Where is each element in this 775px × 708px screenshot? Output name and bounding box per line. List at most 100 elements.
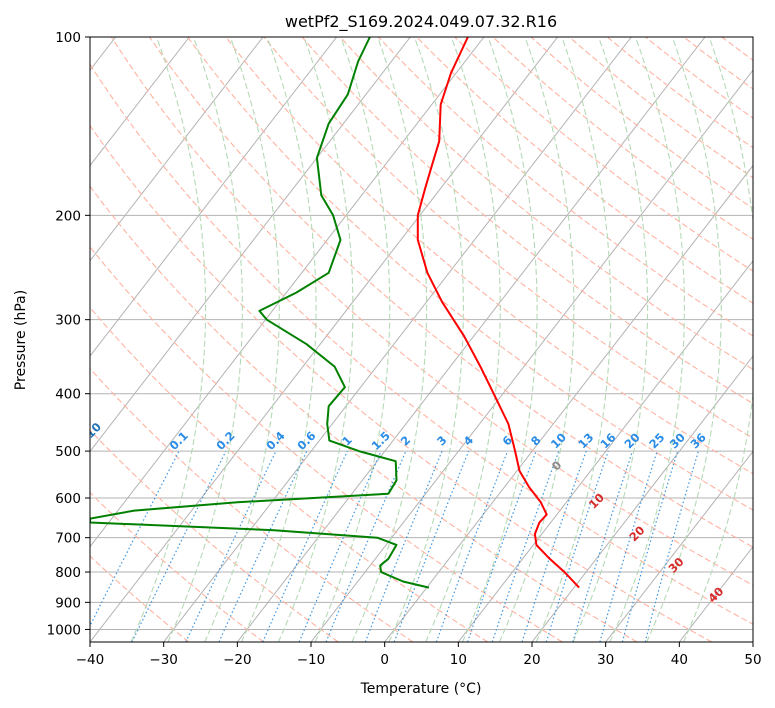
moist-adiabat-line [535, 37, 612, 642]
mixing-ratio-label: 6 [499, 433, 515, 449]
isotherm-line [90, 37, 485, 548]
mixing-ratio-label: 0.1 [167, 429, 191, 453]
dry-adiabat-line [683, 37, 753, 90]
y-tick-label: 500 [55, 444, 81, 460]
moist-adiabat-line [388, 37, 464, 642]
moist-adiabat-line [646, 37, 722, 642]
mixing-ratio-label: 1.5 [369, 429, 393, 453]
isotherm-line [90, 37, 559, 642]
dry-adiabat-line [645, 37, 753, 119]
mixing-ratio-line [572, 450, 634, 642]
y-tick-label: 100 [55, 30, 81, 46]
isotherm-line [605, 450, 753, 642]
moist-adiabat-line [130, 37, 207, 642]
moist-adiabat-line [498, 37, 575, 642]
x-tick-label: −20 [223, 652, 252, 668]
mixing-ratio-line [435, 450, 509, 642]
mixing-ratio-line [521, 450, 587, 642]
mixing-ratio-label: 13 [575, 430, 596, 451]
dry-adiabat-line [378, 37, 753, 337]
y-tick-label: 200 [55, 208, 81, 224]
isotherm-line [90, 37, 411, 453]
mixing-ratio-label: 36 [688, 430, 709, 451]
mixing-ratio-line [298, 450, 382, 642]
mixing-ratio-label: 0.6 [294, 429, 318, 453]
mixing-ratio-line [218, 450, 308, 642]
dry-adiabat-line [90, 63, 753, 625]
dry-adiabat-line [90, 429, 339, 642]
dry-adiabat-line [339, 37, 753, 370]
isotherm-line [90, 37, 264, 262]
mixing-ratio-label: 8 [528, 433, 544, 449]
dry-adiabat-line [90, 185, 638, 642]
mixing-ratio-label: 1 [339, 433, 355, 449]
mixing-ratio-line [491, 450, 560, 642]
dry-adiabat-label: -20 [0, 391, 20, 416]
mixing-ratio-line [644, 450, 700, 642]
y-tick-label: 700 [55, 531, 81, 547]
dry-adiabat-line [90, 306, 488, 642]
dry-adiabat-line [454, 37, 753, 272]
mixing-ratio-label: 10 [548, 430, 569, 451]
isotherm-line [384, 164, 753, 642]
mixing-ratio-line [466, 450, 537, 642]
mixing-ratio-line [621, 450, 679, 642]
moist-adiabat-line [425, 37, 501, 642]
mixing-ratio-label: 0.2 [213, 429, 237, 453]
dry-adiabat-line [721, 37, 753, 61]
x-tick-label: 30 [597, 652, 614, 668]
isotherm-line [531, 355, 753, 642]
mixing-ratio-label: 0.4 [263, 429, 287, 453]
moist-adiabat-line [167, 37, 243, 642]
moist-adiabat-line [351, 37, 428, 642]
x-tick-label: 10 [450, 652, 467, 668]
x-tick-label: −40 [76, 652, 105, 668]
moist-adiabat-line [314, 37, 391, 642]
dry-adiabat-line [90, 367, 414, 642]
moist-adiabat-label: 30 [665, 555, 686, 576]
x-tick-label: 40 [671, 652, 688, 668]
dry-adiabat-line [568, 37, 753, 179]
mixing-ratio-line [131, 450, 227, 642]
y-tick-label: 900 [55, 595, 81, 611]
x-tick-label: 50 [744, 652, 761, 668]
dry-adiabat-line [225, 37, 753, 475]
dewpoint-profile-line [90, 37, 430, 589]
mixing-ratio-label: 20 [622, 430, 643, 451]
moist-adiabat-line [682, 37, 753, 642]
mixing-ratio-line [364, 450, 443, 642]
dry-adiabat-line [492, 37, 753, 241]
isotherm-line [163, 37, 632, 642]
mixing-ratio-line [262, 450, 348, 642]
y-tick-label: 300 [55, 313, 81, 329]
dry-adiabat-line [187, 37, 753, 511]
y-tick-label: 400 [55, 387, 81, 403]
isotherm-line [236, 37, 706, 642]
isotherm-line [752, 641, 753, 642]
moist-adiabat-line [572, 37, 649, 642]
isotherm-line [457, 259, 753, 642]
y-tick-label: 1000 [47, 622, 81, 638]
temperature-profile-line [416, 37, 580, 589]
y-tick-label: 600 [55, 491, 81, 507]
x-tick-label: 0 [380, 652, 389, 668]
dry-adiabat-line [90, 245, 563, 642]
mixing-ratio-line [393, 450, 470, 642]
dry-adiabat-label: -10 [79, 420, 104, 445]
mixing-ratio-line [185, 450, 277, 642]
mixing-ratio-line [90, 450, 180, 628]
mixing-ratio-line [599, 450, 658, 642]
moist-adiabat-line [204, 37, 280, 642]
moist-adiabat-line [277, 37, 354, 642]
isotherm-line [90, 37, 338, 357]
moist-adiabat-line [609, 37, 685, 642]
y-tick-label: 800 [55, 565, 81, 581]
dry-adiabat-line [149, 37, 753, 548]
dry-adiabat-line [90, 124, 712, 642]
x-tick-label: −30 [149, 652, 178, 668]
moist-adiabat-line [240, 37, 317, 642]
dry-adiabat-line [263, 37, 753, 439]
x-tick-label: 20 [523, 652, 540, 668]
plot-frame [89, 36, 754, 643]
